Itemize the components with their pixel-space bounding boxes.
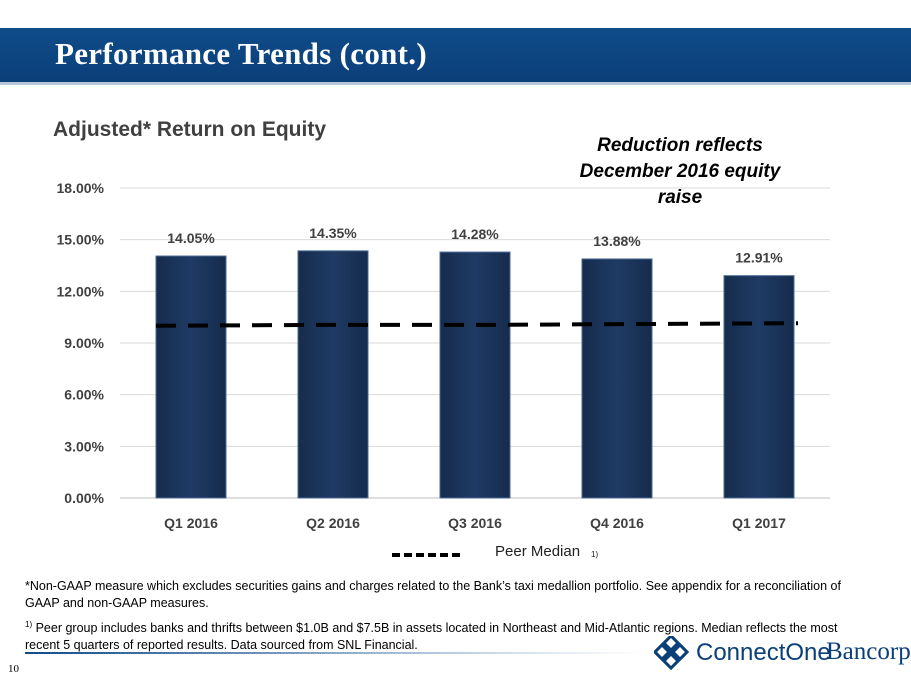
logo-text-bancorp: Bancorp — [826, 638, 911, 665]
footnote-marker: 1) — [25, 620, 33, 629]
bar — [155, 255, 227, 499]
data-label: 14.05% — [167, 230, 215, 246]
footnote-peer-group: 1) Peer group includes banks and thrifts… — [25, 616, 865, 654]
footnote-peer-text: Peer group includes banks and thrifts be… — [25, 621, 838, 653]
bar — [297, 250, 369, 499]
x-tick-label: Q1 2017 — [732, 515, 786, 531]
legend-label: Peer Median — [495, 543, 581, 560]
data-label: 12.91% — [735, 250, 783, 266]
connectone-diamond-logo-icon — [654, 636, 690, 670]
y-tick-label: 18.00% — [57, 180, 105, 196]
logo-text-connectone: ConnectOne — [696, 639, 831, 666]
x-tick-label: Q3 2016 — [448, 515, 502, 531]
page-title: Performance Trends (cont.) — [55, 36, 427, 71]
bar-chart: 0.00% 3.00% 6.00% 9.00% 12.00% 15.00% 18.00% 14… — [57, 180, 830, 531]
footnote-non-gaap: *Non-GAAP measure which excludes securit… — [25, 579, 841, 610]
peer-median-line — [155, 321, 799, 328]
legend-footnote-marker: 1) — [591, 550, 599, 559]
footer-divider — [25, 652, 645, 654]
y-tick-label: 6.00% — [64, 387, 104, 403]
y-tick-label: 12.00% — [57, 283, 105, 299]
chart-annotation: Reduction reflects December 2016 equity … — [579, 135, 781, 208]
chart-title: Adjusted* Return on Equity — [53, 118, 326, 141]
data-label: 13.88% — [593, 233, 641, 249]
bar — [581, 258, 653, 499]
x-tick-label: Q4 2016 — [590, 515, 644, 531]
page-number: 10 — [8, 663, 19, 675]
y-tick-label: 15.00% — [57, 232, 105, 248]
bar — [723, 275, 795, 499]
y-tick-label: 3.00% — [64, 438, 104, 454]
y-tick-label: 9.00% — [64, 335, 104, 351]
y-tick-label: 0.00% — [64, 490, 104, 506]
title-banner: Performance Trends (cont.) — [0, 28, 911, 85]
legend-dashed-line-icon — [392, 553, 460, 557]
bar — [439, 251, 511, 499]
x-tick-label: Q1 2016 — [164, 515, 218, 531]
data-label: 14.35% — [309, 225, 357, 241]
data-label: 14.28% — [451, 226, 499, 242]
x-tick-label: Q2 2016 — [306, 515, 360, 531]
